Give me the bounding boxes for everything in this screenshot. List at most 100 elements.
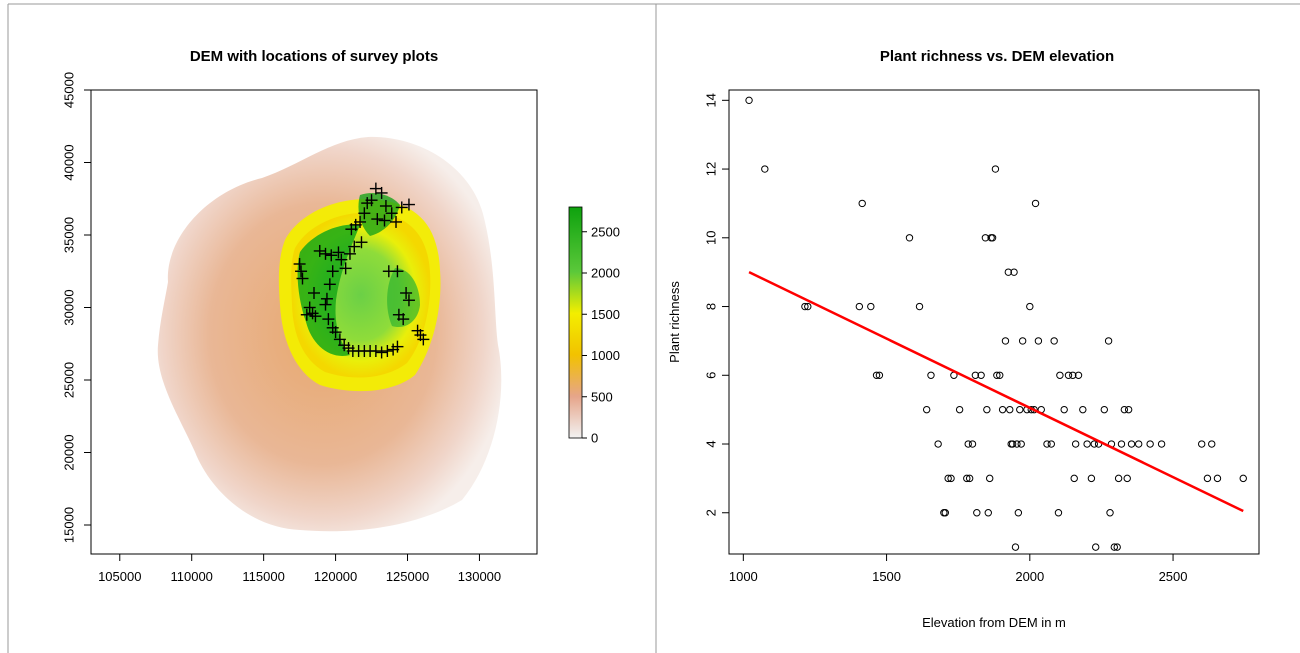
right-y-label: Plant richness <box>667 281 682 363</box>
survey-plot-marker <box>319 247 332 260</box>
left-y-tick-label: 30000 <box>62 289 77 325</box>
scatter-point <box>965 474 974 483</box>
right-y-tick-label: 8 <box>704 303 719 310</box>
right-y-tick-label: 10 <box>704 231 719 245</box>
survey-plot-marker <box>417 333 430 346</box>
scatter-point <box>1017 440 1025 448</box>
left-title: DEM with locations of survey plots <box>190 48 438 65</box>
scatter-point <box>1083 440 1091 448</box>
right-y-tick-label: 4 <box>704 440 719 447</box>
scatter-point <box>875 371 884 379</box>
right-x-tick-label: 2500 <box>1159 569 1188 584</box>
scatter-point <box>1213 474 1222 483</box>
scatter-point <box>955 405 964 414</box>
left-panel: DEM with locations of survey plots 10500… <box>62 48 620 584</box>
legend-tick-label: 2000 <box>591 266 620 281</box>
scatter-point <box>986 474 994 483</box>
scatter-point <box>804 302 812 311</box>
right-y-tick-label: 12 <box>704 162 719 176</box>
scatter-point <box>1087 474 1096 483</box>
scatter-point <box>1043 440 1051 448</box>
scatter-point <box>867 302 875 311</box>
legend-tick-label: 2500 <box>591 224 620 239</box>
scatter-point <box>1074 371 1083 379</box>
right-plot-box <box>728 89 1260 555</box>
scatter-point <box>761 165 769 173</box>
survey-plot-marker <box>326 265 339 278</box>
survey-plot-marker <box>365 194 378 207</box>
scatter-point <box>941 509 949 517</box>
scatter-point <box>858 199 866 208</box>
scatter-point <box>1106 509 1114 517</box>
scatter-point <box>993 371 1001 379</box>
scatter-point <box>1198 440 1206 448</box>
survey-plot-marker <box>335 253 348 266</box>
survey-plot-markers <box>293 182 430 359</box>
survey-plot-marker <box>339 262 352 275</box>
scatter-point <box>922 405 931 414</box>
left-x-tick-label: 130000 <box>458 569 501 584</box>
dem-peak-east <box>387 268 420 328</box>
scatter-point <box>1208 440 1216 448</box>
survey-plot-marker <box>320 292 333 305</box>
survey-plot-marker <box>293 258 306 270</box>
scatter-point <box>1006 405 1014 414</box>
survey-plot-marker <box>323 278 336 291</box>
left-y-tick-label: 45000 <box>62 72 77 108</box>
scatter-point <box>1064 371 1073 379</box>
survey-plot-marker <box>348 240 361 253</box>
scatter-point <box>944 474 952 483</box>
right-x-tick-label: 2000 <box>1015 569 1044 584</box>
right-title: Plant richness vs. DEM elevation <box>880 48 1114 65</box>
scatter-point <box>1018 337 1027 345</box>
right-y-tick-label: 6 <box>704 372 719 379</box>
survey-plot-marker <box>332 246 345 259</box>
scatter-point <box>745 96 753 105</box>
scatter-point <box>1134 440 1143 448</box>
survey-plot-marker <box>325 249 338 262</box>
survey-plot-marker <box>378 214 391 227</box>
survey-plot-marker <box>381 345 394 357</box>
scatter-point <box>1120 405 1129 414</box>
right-y-axis: 2 4 6 8 10 12 14 <box>704 93 729 516</box>
scatter-point <box>1203 474 1212 483</box>
legend-tick-label: 1500 <box>591 307 620 322</box>
survey-plot-marker <box>400 287 413 299</box>
survey-plot-marker <box>402 198 415 211</box>
survey-plot-marker <box>369 345 382 357</box>
survey-plot-marker <box>319 298 332 311</box>
scatter-point <box>915 302 924 311</box>
survey-plot-marker <box>296 272 309 285</box>
survey-plot-marker <box>375 186 388 199</box>
scatter-point <box>1014 509 1023 517</box>
scatter-point <box>971 371 980 379</box>
scatter-point <box>1004 268 1013 276</box>
scatter-point <box>1060 405 1068 414</box>
survey-plot-marker <box>375 346 388 359</box>
left-y-tick-label: 25000 <box>62 362 77 398</box>
scatter-point <box>1016 405 1024 414</box>
survey-plot-marker <box>395 201 408 214</box>
left-plot-box <box>90 89 538 555</box>
survey-plot-marker <box>390 215 403 228</box>
legend-tick-label: 0 <box>591 431 598 446</box>
left-y-axis: 15000 20000 25000 30000 35000 40000 45000 <box>62 72 91 543</box>
survey-plot-marker <box>322 313 335 326</box>
scatter-point <box>927 371 935 379</box>
left-y-tick-label: 40000 <box>62 144 77 180</box>
left-x-tick-label: 105000 <box>98 569 141 584</box>
dem-raster <box>157 136 502 532</box>
scatter-point <box>981 234 990 242</box>
scatter-point <box>963 474 971 483</box>
survey-plot-marker <box>354 215 367 228</box>
scatter-point <box>1010 268 1018 276</box>
scatter-point <box>1124 405 1133 414</box>
survey-plot-marker <box>358 207 371 220</box>
scatter-point <box>984 509 992 517</box>
right-x-label: Elevation from DEM in m <box>922 615 1066 630</box>
scatter-point <box>1114 474 1123 483</box>
scatter-point <box>1090 440 1098 448</box>
survey-plot-marker <box>379 200 392 212</box>
